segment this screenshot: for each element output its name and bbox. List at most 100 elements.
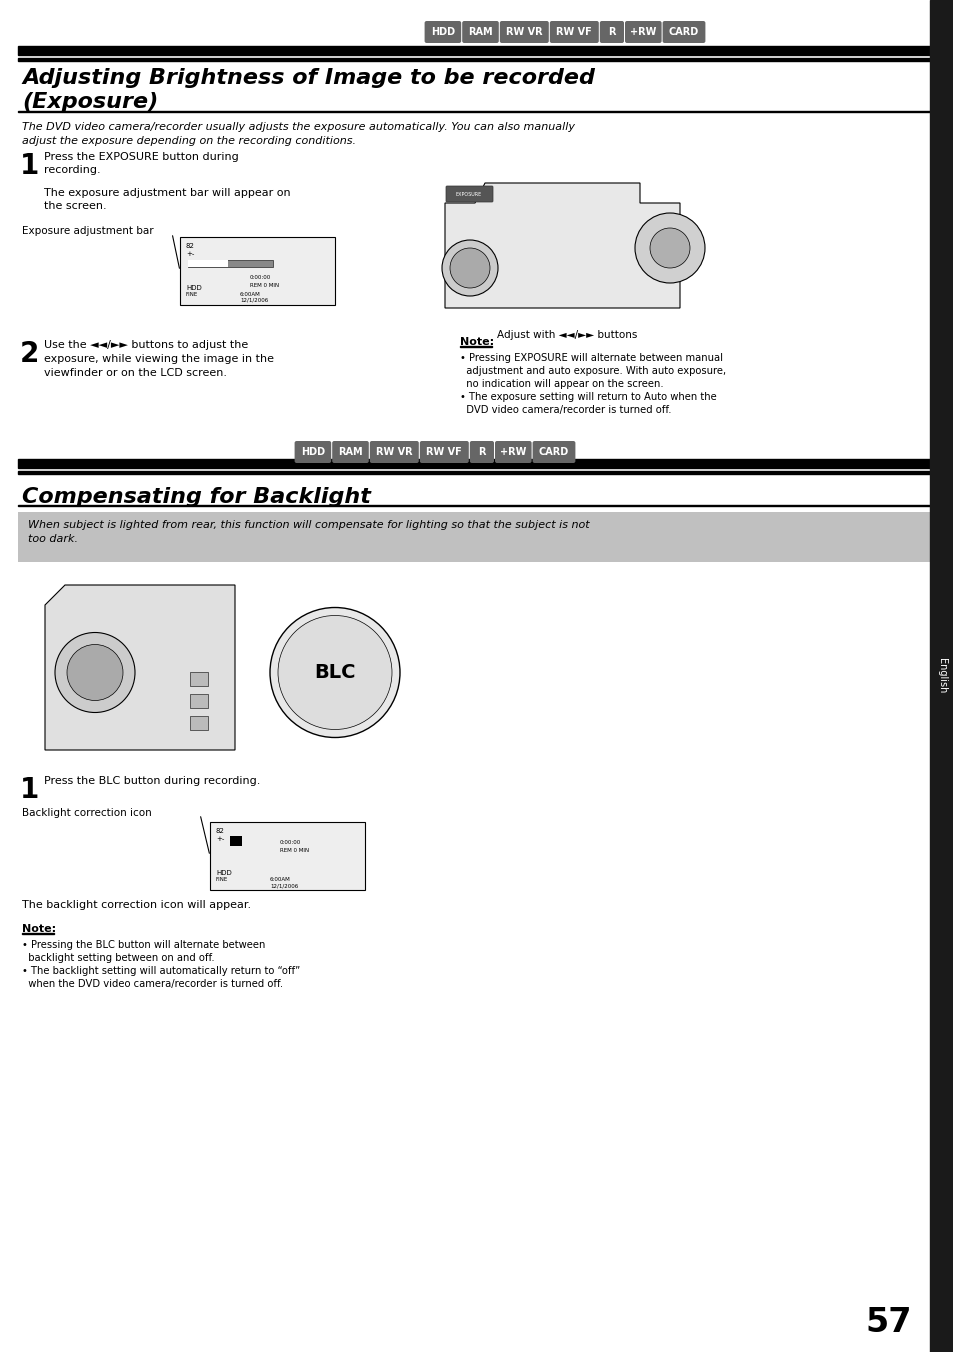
Bar (190, 694, 208, 708)
FancyBboxPatch shape (499, 22, 548, 43)
Bar (18, 111, 929, 112)
Text: English: English (936, 658, 946, 694)
Circle shape (277, 615, 392, 730)
Text: +-: +- (186, 251, 194, 257)
Text: REM 0 MIN: REM 0 MIN (280, 848, 309, 853)
Polygon shape (45, 585, 234, 750)
Text: • Pressing the BLC button will alternate between: • Pressing the BLC button will alternate… (22, 940, 265, 950)
Text: Compensating for Backlight: Compensating for Backlight (22, 487, 371, 507)
Text: CARD: CARD (668, 27, 699, 37)
Circle shape (649, 228, 689, 268)
Text: (Exposure): (Exposure) (22, 92, 158, 112)
FancyBboxPatch shape (446, 187, 493, 201)
Text: Backlight correction icon: Backlight correction icon (22, 808, 152, 818)
Circle shape (67, 645, 123, 700)
Text: 12/1/2006: 12/1/2006 (240, 297, 268, 303)
Bar (18, 470, 929, 475)
Circle shape (450, 247, 490, 288)
Text: 0:00:00: 0:00:00 (250, 274, 271, 280)
Text: HDD: HDD (186, 285, 201, 291)
Text: when the DVD video camera/recorder is turned off.: when the DVD video camera/recorder is tu… (22, 979, 283, 990)
Text: DVD video camera/recorder is turned off.: DVD video camera/recorder is turned off. (459, 406, 671, 415)
Bar (929, 0, 953, 1352)
Bar (188, 260, 228, 266)
FancyBboxPatch shape (461, 22, 498, 43)
Text: 82: 82 (215, 827, 225, 834)
Text: • The exposure setting will return to Auto when the: • The exposure setting will return to Au… (459, 392, 716, 402)
FancyBboxPatch shape (469, 441, 494, 462)
Text: backlight setting between on and off.: backlight setting between on and off. (22, 953, 214, 963)
FancyBboxPatch shape (294, 441, 331, 462)
Text: CARD: CARD (538, 448, 569, 457)
FancyBboxPatch shape (370, 441, 418, 462)
FancyBboxPatch shape (532, 441, 575, 462)
Text: 12/1/2006: 12/1/2006 (270, 883, 298, 888)
Text: recording.: recording. (44, 165, 100, 174)
FancyBboxPatch shape (419, 441, 468, 462)
Text: • Pressing EXPOSURE will alternate between manual: • Pressing EXPOSURE will alternate betwe… (459, 353, 722, 362)
Text: Adjusting Brightness of Image to be recorded: Adjusting Brightness of Image to be reco… (22, 68, 595, 88)
Bar (180, 237, 335, 306)
Text: adjustment and auto exposure. With auto exposure,: adjustment and auto exposure. With auto … (459, 366, 725, 376)
Bar (18, 58, 929, 61)
Circle shape (55, 633, 135, 713)
Text: Press the EXPOSURE button during: Press the EXPOSURE button during (44, 151, 238, 162)
FancyBboxPatch shape (549, 22, 598, 43)
Text: 82: 82 (186, 243, 194, 249)
Bar (230, 836, 242, 846)
Text: Note:: Note: (22, 923, 56, 934)
Text: Exposure adjustment bar: Exposure adjustment bar (22, 226, 153, 237)
Text: R: R (477, 448, 485, 457)
Text: the screen.: the screen. (44, 201, 107, 211)
Bar (18, 46, 929, 55)
Bar (190, 672, 208, 685)
Text: HDD: HDD (431, 27, 455, 37)
Text: RAM: RAM (337, 448, 362, 457)
Text: The exposure adjustment bar will appear on: The exposure adjustment bar will appear … (44, 188, 291, 197)
FancyBboxPatch shape (495, 441, 531, 462)
Text: FINE: FINE (215, 877, 228, 882)
Text: viewfinder or on the LCD screen.: viewfinder or on the LCD screen. (44, 368, 227, 379)
Text: • The backlight setting will automatically return to “off”: • The backlight setting will automatical… (22, 965, 300, 976)
Text: RW VF: RW VF (426, 448, 461, 457)
Text: 0:00:00: 0:00:00 (280, 840, 301, 845)
Text: The DVD video camera/recorder usually adjusts the exposure automatically. You ca: The DVD video camera/recorder usually ad… (22, 122, 575, 132)
Text: When subject is lighted from rear, this function will compensate for lighting so: When subject is lighted from rear, this … (28, 521, 589, 530)
FancyBboxPatch shape (424, 22, 460, 43)
Text: exposure, while viewing the image in the: exposure, while viewing the image in the (44, 354, 274, 364)
Bar (18, 458, 929, 468)
Bar (190, 717, 208, 730)
Text: Adjust with ◄◄/►► buttons: Adjust with ◄◄/►► buttons (497, 330, 637, 339)
Text: +RW: +RW (629, 27, 656, 37)
FancyBboxPatch shape (662, 22, 704, 43)
Text: Use the ◄◄/►► buttons to adjust the: Use the ◄◄/►► buttons to adjust the (44, 339, 248, 350)
Text: REM 0 MIN: REM 0 MIN (250, 283, 279, 288)
Text: 6:00AM: 6:00AM (240, 292, 260, 297)
Text: HDD: HDD (215, 869, 232, 876)
Bar (210, 822, 365, 890)
Circle shape (270, 607, 399, 737)
Text: +-: +- (215, 836, 224, 842)
Circle shape (441, 241, 497, 296)
Text: 57: 57 (864, 1306, 911, 1338)
Text: EXPOSURE: EXPOSURE (456, 192, 481, 196)
Bar (18, 512, 929, 562)
Text: Press the BLC button during recording.: Press the BLC button during recording. (44, 776, 260, 786)
Bar (18, 504, 929, 506)
Text: adjust the exposure depending on the recording conditions.: adjust the exposure depending on the rec… (22, 137, 355, 146)
Bar (188, 260, 273, 266)
Text: 6:00AM: 6:00AM (270, 877, 291, 882)
Text: RW VR: RW VR (505, 27, 542, 37)
Text: RW VF: RW VF (556, 27, 592, 37)
FancyBboxPatch shape (599, 22, 623, 43)
Text: Note:: Note: (459, 337, 494, 347)
Bar (435, 173, 700, 318)
Text: 1: 1 (20, 776, 39, 804)
Text: +RW: +RW (499, 448, 526, 457)
Text: HDD: HDD (300, 448, 325, 457)
Text: R: R (607, 27, 615, 37)
Text: RW VR: RW VR (375, 448, 413, 457)
Text: BLC: BLC (314, 662, 355, 681)
Text: no indication will appear on the screen.: no indication will appear on the screen. (459, 379, 663, 389)
Polygon shape (444, 183, 679, 308)
